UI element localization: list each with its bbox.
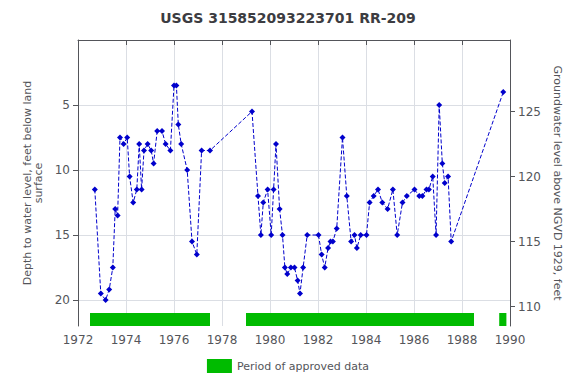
svg-text:1988: 1988 (447, 333, 478, 347)
svg-text:surface: surface (32, 162, 45, 203)
svg-text:10: 10 (55, 163, 70, 177)
svg-text:125: 125 (518, 105, 541, 119)
svg-text:120: 120 (518, 170, 541, 184)
svg-text:1990: 1990 (495, 333, 526, 347)
svg-text:1978: 1978 (207, 333, 238, 347)
svg-text:Period of approved data: Period of approved data (237, 360, 369, 373)
svg-text:1982: 1982 (303, 333, 334, 347)
svg-text:Groundwater level above NGVD 1: Groundwater level above NGVD 1929, feet (551, 65, 564, 301)
svg-text:1980: 1980 (255, 333, 286, 347)
svg-text:20: 20 (55, 293, 70, 307)
svg-text:110: 110 (518, 300, 541, 314)
svg-text:15: 15 (55, 228, 70, 242)
svg-text:1974: 1974 (111, 333, 142, 347)
svg-text:1976: 1976 (159, 333, 190, 347)
svg-text:1972: 1972 (63, 333, 94, 347)
svg-text:5: 5 (62, 98, 70, 112)
svg-text:USGS 315852093223701 RR-209: USGS 315852093223701 RR-209 (160, 10, 416, 26)
svg-text:1986: 1986 (399, 333, 430, 347)
svg-text:1984: 1984 (351, 333, 382, 347)
svg-text:Depth to water level, feet bel: Depth to water level, feet below land (20, 80, 34, 286)
svg-text:115: 115 (518, 235, 541, 249)
